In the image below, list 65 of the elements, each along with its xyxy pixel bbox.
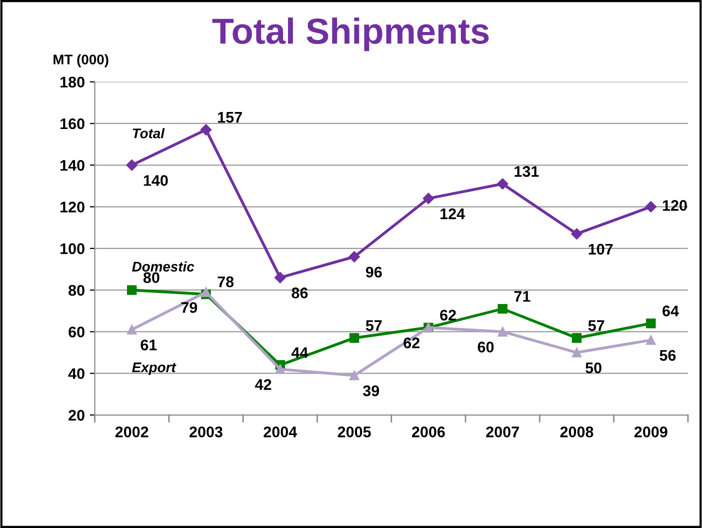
point <box>200 124 212 136</box>
y-tick-label: 60 <box>68 326 84 338</box>
point <box>126 285 137 295</box>
y-tick-label: 160 <box>60 118 84 130</box>
data-label: 62 <box>440 310 456 321</box>
data-label: 39 <box>362 385 380 396</box>
data-label: 42 <box>255 379 272 390</box>
point <box>349 333 360 343</box>
data-label: 50 <box>586 362 602 374</box>
y-tick-label: 20 <box>68 410 84 421</box>
point <box>646 335 656 345</box>
x-tick-label: 2005 <box>338 426 371 438</box>
data-label: 86 <box>292 288 308 298</box>
x-tick-label: 2004 <box>264 426 298 438</box>
data-label: 80 <box>143 272 160 284</box>
y-tick-label: 80 <box>68 284 84 296</box>
point <box>126 324 137 334</box>
y-tick-label: 140 <box>60 160 84 171</box>
point <box>274 272 286 284</box>
y-tick-label: 40 <box>68 368 84 380</box>
point <box>275 364 286 374</box>
x-tick-label: 2009 <box>634 426 668 438</box>
point <box>646 318 656 328</box>
data-label: 124 <box>440 208 465 220</box>
data-label: 64 <box>662 306 679 316</box>
point <box>348 251 360 262</box>
point <box>498 326 508 337</box>
y-tick-label: 100 <box>60 243 84 254</box>
data-label: 140 <box>144 175 168 186</box>
y-tick-label: 120 <box>60 202 84 212</box>
data-label: 61 <box>140 340 157 350</box>
data-label: 120 <box>662 200 687 211</box>
y-tick-label: 180 <box>60 76 84 88</box>
point <box>498 304 508 314</box>
data-label: 60 <box>478 342 494 352</box>
point <box>496 178 508 190</box>
data-label: 78 <box>218 276 234 288</box>
y-axis-title: MT (000) <box>54 54 108 68</box>
point <box>572 348 582 358</box>
x-tick-label: 2006 <box>412 426 445 438</box>
text: Export <box>132 362 176 375</box>
x-tick-label: 2007 <box>486 426 519 438</box>
point <box>572 333 582 343</box>
data-label: 107 <box>588 244 613 255</box>
x-tick-label: 2008 <box>560 426 594 438</box>
point <box>349 370 360 380</box>
data-label: 62 <box>404 338 420 348</box>
x-tick-label: 2002 <box>115 426 148 438</box>
point <box>422 192 434 204</box>
data-label: 56 <box>660 350 676 361</box>
series-label: Total <box>132 128 165 138</box>
data-label: 79 <box>181 302 198 313</box>
x-tick-label: 2003 <box>190 426 222 438</box>
data-label: 131 <box>514 166 539 177</box>
data-label: 71 <box>514 291 530 302</box>
data-label: 57 <box>366 320 382 331</box>
chart-title: Total Shipments <box>212 17 489 52</box>
data-label: 96 <box>366 266 382 278</box>
point <box>571 228 582 240</box>
series-label: Domestic <box>132 261 194 272</box>
data-label: 44 <box>291 347 308 358</box>
point <box>645 201 656 212</box>
point <box>126 160 138 171</box>
data-label: 157 <box>218 112 242 123</box>
data-label: 57 <box>588 320 604 331</box>
